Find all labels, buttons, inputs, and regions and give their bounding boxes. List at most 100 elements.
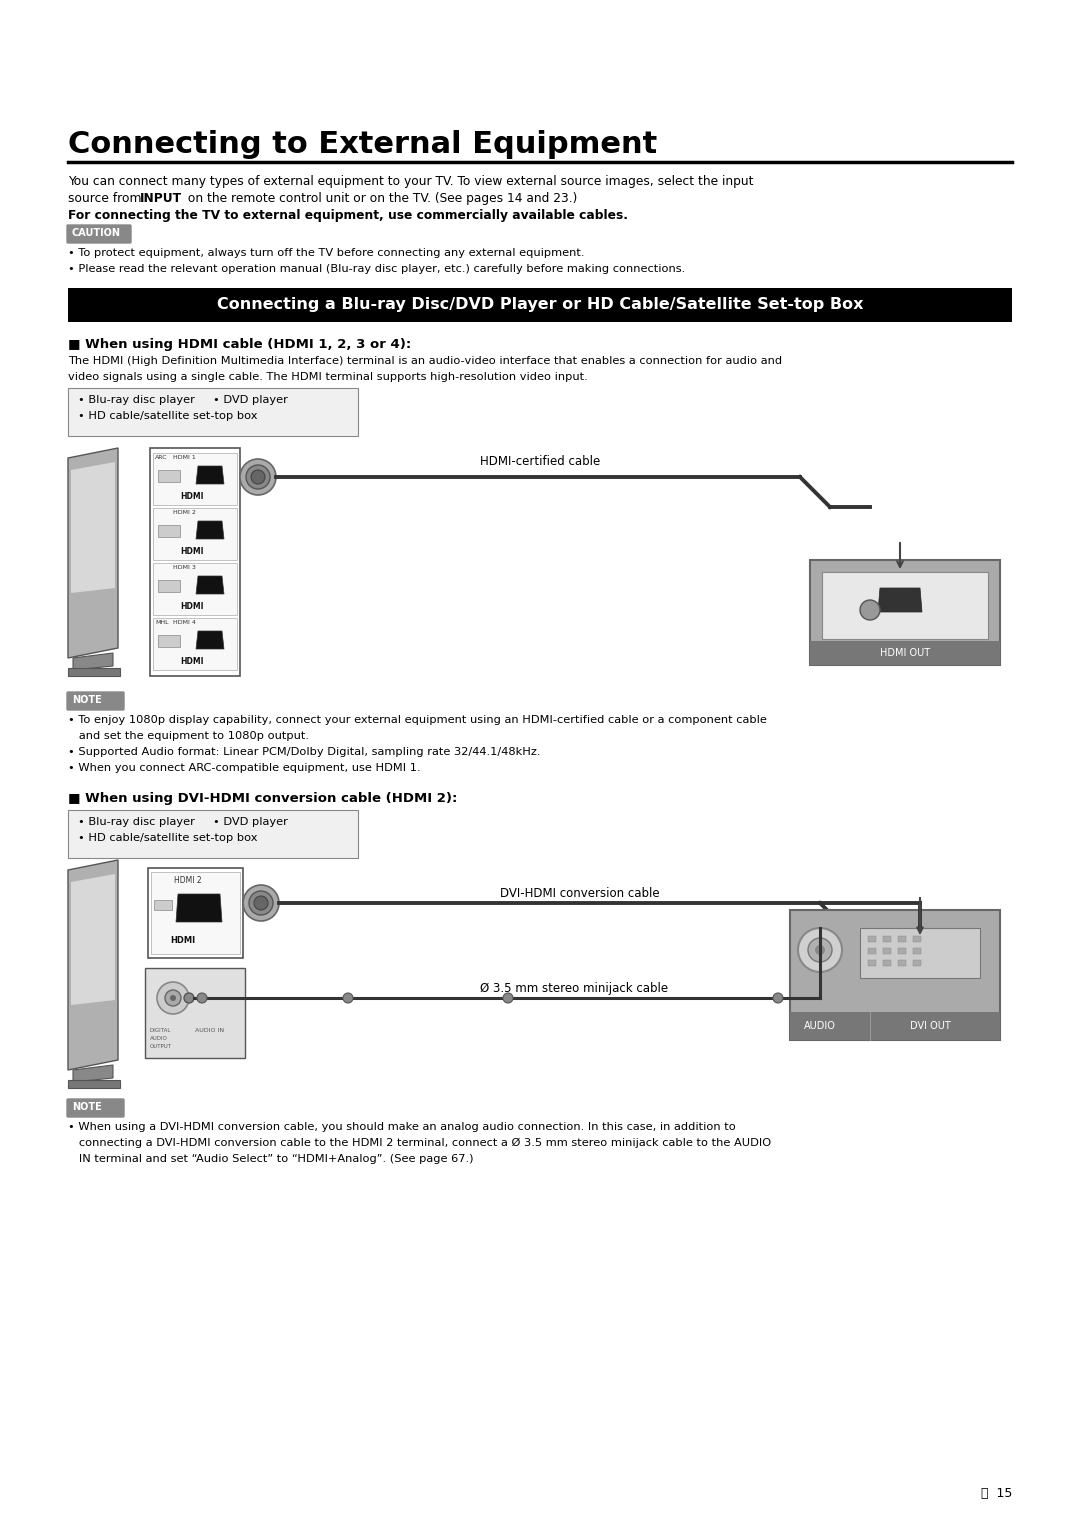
Text: • Please read the relevant operation manual (Blu-ray disc player, etc.) carefull: • Please read the relevant operation man… [68, 264, 685, 273]
Text: DVI-HDMI conversion cable: DVI-HDMI conversion cable [500, 887, 660, 899]
Bar [883, 936, 891, 942]
Text: For connecting the TV to external equipment, use commercially available cables.: For connecting the TV to external equipm… [68, 209, 627, 221]
Text: HDMI 1: HDMI 1 [173, 455, 195, 460]
Polygon shape [73, 1064, 113, 1083]
Text: IN terminal and set “Audio Select” to “HDMI+Analog”. (See page 67.): IN terminal and set “Audio Select” to “H… [68, 1154, 473, 1164]
Polygon shape [68, 447, 118, 658]
Polygon shape [195, 521, 224, 539]
Text: • To protect equipment, always turn off the TV before connecting any external eq: • To protect equipment, always turn off … [68, 247, 584, 258]
Bar [145, 968, 245, 1058]
Text: HDMI: HDMI [180, 547, 203, 556]
Bar [868, 948, 876, 954]
Bar [68, 809, 357, 858]
Text: CAUTION: CAUTION [72, 228, 121, 238]
Text: AUDIO: AUDIO [150, 1035, 167, 1041]
FancyBboxPatch shape [67, 224, 131, 243]
Bar [913, 948, 921, 954]
Text: • HD cable/satellite set-top box: • HD cable/satellite set-top box [78, 411, 257, 421]
Text: HDMI 2: HDMI 2 [173, 510, 195, 515]
Bar [883, 948, 891, 954]
Polygon shape [195, 576, 224, 594]
Text: HDMI: HDMI [180, 492, 203, 501]
Polygon shape [176, 893, 222, 922]
Bar [913, 960, 921, 967]
Polygon shape [195, 466, 224, 484]
Circle shape [860, 600, 880, 620]
Bar [158, 580, 180, 592]
Text: ■ When using DVI-HDMI conversion cable (HDMI 2):: ■ When using DVI-HDMI conversion cable (… [68, 793, 457, 805]
Bar [150, 447, 240, 676]
Text: on the remote control unit or on the TV. (See pages 14 and 23.): on the remote control unit or on the TV.… [184, 192, 578, 205]
Bar [158, 635, 180, 647]
Text: HDMI 2: HDMI 2 [174, 876, 202, 886]
Text: AUDIO: AUDIO [805, 1022, 836, 1031]
Bar [883, 960, 891, 967]
Text: You can connect many types of external equipment to your TV. To view external so: You can connect many types of external e… [68, 176, 754, 188]
Bar [153, 454, 237, 505]
Bar [68, 1080, 120, 1089]
Polygon shape [73, 654, 113, 670]
Polygon shape [71, 463, 114, 592]
Circle shape [197, 993, 207, 1003]
Bar [897, 960, 906, 967]
Bar [897, 948, 906, 954]
Bar [151, 872, 240, 954]
Text: ■ When using HDMI cable (HDMI 1, 2, 3 or 4):: ■ When using HDMI cable (HDMI 1, 2, 3 or… [68, 337, 411, 351]
Bar [868, 936, 876, 942]
Polygon shape [878, 588, 922, 612]
Text: HDMI: HDMI [180, 602, 203, 611]
Circle shape [246, 466, 270, 489]
Circle shape [254, 896, 268, 910]
Polygon shape [71, 873, 114, 1005]
Bar [868, 960, 876, 967]
Circle shape [157, 982, 189, 1014]
Circle shape [251, 470, 265, 484]
Text: • Blu-ray disc player     • DVD player: • Blu-ray disc player • DVD player [78, 395, 288, 405]
FancyBboxPatch shape [67, 1099, 124, 1116]
Text: HDMI: HDMI [180, 657, 203, 666]
Text: Connecting to External Equipment: Connecting to External Equipment [68, 130, 658, 159]
Text: HDMI-certified cable: HDMI-certified cable [480, 455, 600, 467]
Circle shape [503, 993, 513, 1003]
Bar [68, 388, 357, 437]
Bar [158, 470, 180, 483]
Bar [789, 1012, 1000, 1040]
Text: HDMI 4: HDMI 4 [173, 620, 195, 625]
Text: connecting a DVI-HDMI conversion cable to the HDMI 2 terminal, connect a Ø 3.5 m: connecting a DVI-HDMI conversion cable t… [68, 1138, 771, 1148]
Text: DVI OUT: DVI OUT [909, 1022, 950, 1031]
Polygon shape [195, 631, 224, 649]
Text: • To enjoy 1080p display capability, connect your external equipment using an HD: • To enjoy 1080p display capability, con… [68, 715, 767, 725]
Bar [789, 910, 1000, 1040]
Circle shape [798, 928, 842, 973]
Circle shape [240, 460, 276, 495]
Text: NOTE: NOTE [72, 695, 102, 705]
Text: HDMI: HDMI [170, 936, 195, 945]
Circle shape [165, 989, 181, 1006]
Circle shape [243, 886, 279, 921]
Bar [153, 563, 237, 615]
Text: ARC: ARC [156, 455, 167, 460]
Bar [68, 667, 120, 676]
Text: OUTPUT: OUTPUT [150, 1044, 172, 1049]
Circle shape [343, 993, 353, 1003]
Bar [860, 928, 980, 977]
Polygon shape [68, 860, 118, 1070]
FancyBboxPatch shape [67, 692, 124, 710]
Text: and set the equipment to 1080p output.: and set the equipment to 1080p output. [68, 731, 309, 741]
Text: INPUT: INPUT [140, 192, 183, 205]
Text: source from: source from [68, 192, 146, 205]
Text: MHL: MHL [156, 620, 168, 625]
Circle shape [170, 996, 176, 1002]
Bar [810, 641, 1000, 664]
Text: HDMI 3: HDMI 3 [173, 565, 195, 570]
Bar [154, 899, 172, 910]
Text: • HD cable/satellite set-top box: • HD cable/satellite set-top box [78, 834, 257, 843]
Circle shape [773, 993, 783, 1003]
Text: DIGITAL: DIGITAL [150, 1028, 172, 1032]
Bar [153, 618, 237, 670]
Circle shape [808, 938, 832, 962]
Text: • Blu-ray disc player     • DVD player: • Blu-ray disc player • DVD player [78, 817, 288, 828]
Text: NOTE: NOTE [72, 1102, 102, 1112]
Bar [913, 936, 921, 942]
Text: • When using a DVI-HDMI conversion cable, you should make an analog audio connec: • When using a DVI-HDMI conversion cable… [68, 1122, 735, 1132]
